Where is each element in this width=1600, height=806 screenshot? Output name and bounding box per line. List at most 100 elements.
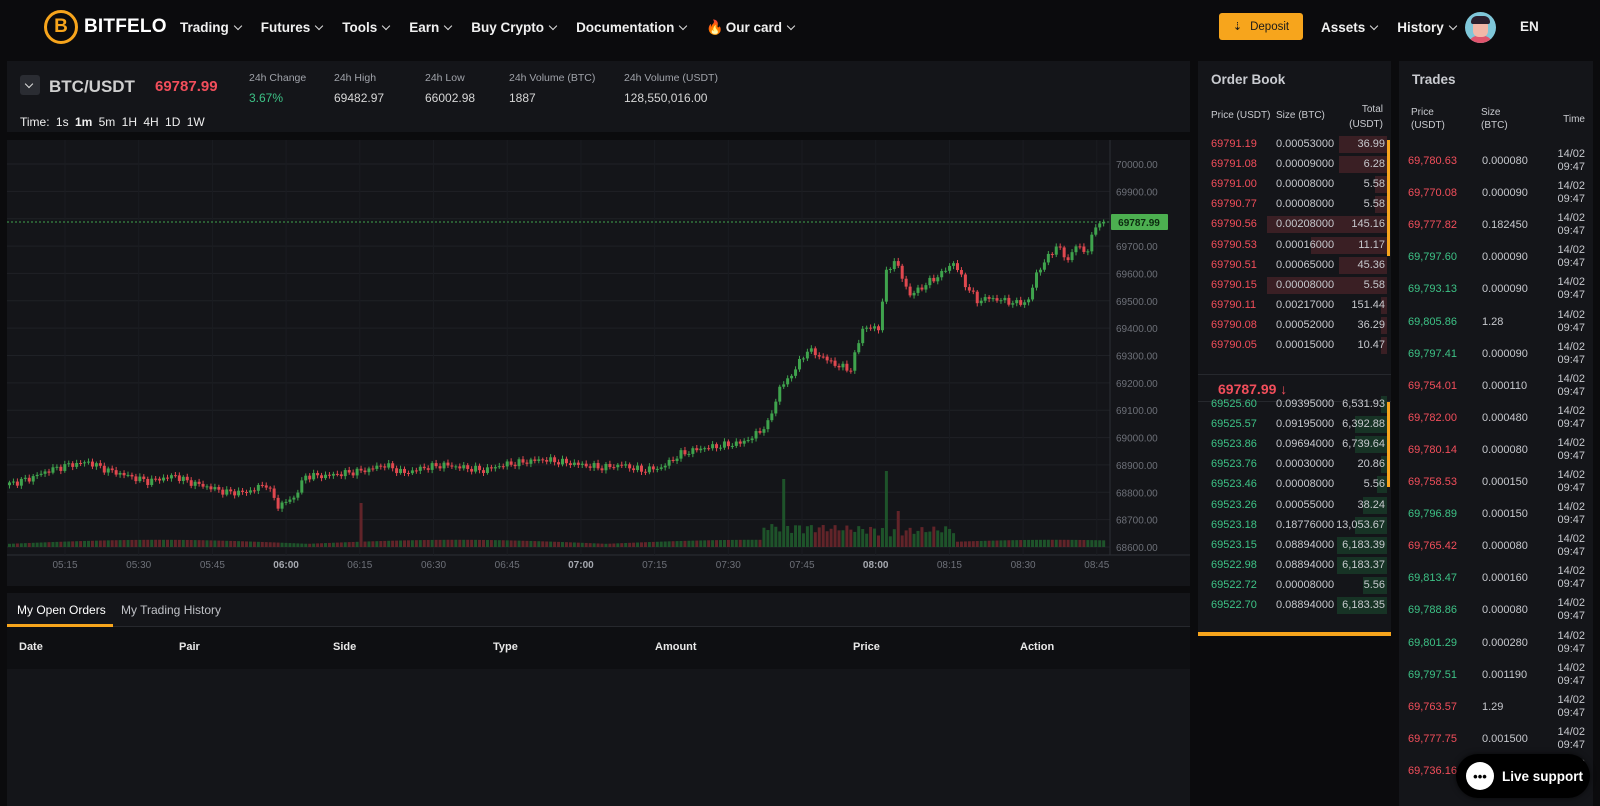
ob-ask-row[interactable]: 69791.00 0.00008000 5.58 (1198, 175, 1391, 195)
col-action[interactable]: Action (1020, 641, 1055, 653)
trade-row[interactable]: 69,801.29 0.000280 14/02 09:47 (1399, 627, 1593, 659)
deposit-button[interactable]: ⇣ Deposit (1219, 13, 1303, 40)
trade-row[interactable]: 69,782.00 0.000480 14/02 09:47 (1399, 402, 1593, 434)
nav-buy-crypto[interactable]: Buy Crypto (471, 20, 558, 35)
trade-row[interactable]: 69,754.01 0.000110 14/02 09:47 (1399, 370, 1593, 402)
nav-tools[interactable]: Tools (342, 20, 391, 35)
candle-body (821, 356, 825, 358)
ob-ask-row[interactable]: 69790.56 0.00208000 145.16 (1198, 215, 1391, 235)
trade-row[interactable]: 69,793.13 0.000090 14/02 09:47 (1399, 273, 1593, 305)
volume-bar (248, 541, 252, 547)
tab-my-trading-history[interactable]: My Trading History (121, 603, 222, 617)
col-type[interactable]: Type (493, 641, 518, 653)
live-support-button[interactable]: ••• Live support (1456, 754, 1590, 798)
col-date[interactable]: Date (19, 641, 43, 653)
nav-our-card[interactable]: 🔥 Our card (706, 19, 796, 36)
trade-row[interactable]: 69,796.89 0.000150 14/02 09:47 (1399, 498, 1593, 530)
asks-scrollbar[interactable] (1387, 140, 1390, 256)
ob-bid-row[interactable]: 69523.76 0.00030000 20.86 (1198, 455, 1391, 475)
candle-body (734, 441, 738, 446)
trade-row[interactable]: 69,805.86 1.28 14/02 09:47 (1399, 306, 1593, 338)
bids-scrollbar[interactable] (1387, 402, 1390, 487)
ob-bid-row[interactable]: 69525.57 0.09195000 6,392.88 (1198, 415, 1391, 435)
ob-ask-row[interactable]: 69790.05 0.00015000 10.47 (1198, 336, 1391, 356)
interval-1d[interactable]: 1D (165, 115, 181, 129)
interval-1w[interactable]: 1W (186, 115, 205, 129)
volume-bar (462, 539, 466, 547)
chevron-down-icon (24, 79, 34, 89)
pair-dropdown-button[interactable] (20, 75, 40, 95)
price-chart[interactable]: 70000.0069900.0069800.0069700.0069600.00… (7, 140, 1190, 586)
trade-row[interactable]: 69,797.41 0.000090 14/02 09:47 (1399, 338, 1593, 370)
volume-bar (1066, 539, 1070, 547)
brand-logo[interactable]: B BITFELO (44, 10, 167, 44)
volume-bar (209, 540, 213, 547)
ob-bid-row[interactable]: 69523.15 0.08894000 6,183.39 (1198, 536, 1391, 556)
interval-1h[interactable]: 1H (121, 115, 137, 129)
nav-earn[interactable]: Earn (409, 20, 453, 35)
ob-bid-row[interactable]: 69523.26 0.00055000 38.24 (1198, 496, 1391, 516)
trade-row[interactable]: 69,788.86 0.000080 14/02 09:47 (1399, 594, 1593, 626)
trade-row[interactable]: 69,797.51 0.001190 14/02 09:47 (1399, 659, 1593, 691)
trade-price: 69,801.29 (1408, 636, 1457, 649)
ob-bid-row[interactable]: 69522.98 0.08894000 6,183.37 (1198, 556, 1391, 576)
pair-name[interactable]: BTC/USDT (49, 77, 135, 96)
ob-bid-row[interactable]: 69525.60 0.09395000 6,531.93 (1198, 395, 1391, 415)
nav-history[interactable]: History (1397, 20, 1458, 35)
nav-trading[interactable]: Trading (180, 20, 243, 35)
candlestick-chart[interactable]: 70000.0069900.0069800.0069700.0069600.00… (7, 140, 1190, 586)
interval-5m[interactable]: 5m (98, 115, 116, 129)
x-tick-label: 07:30 (716, 560, 741, 571)
interval-1m[interactable]: 1m (74, 115, 93, 129)
trade-row[interactable]: 69,813.47 0.000160 14/02 09:47 (1399, 562, 1593, 594)
interval-4h[interactable]: 4H (143, 115, 159, 129)
ob-ask-row[interactable]: 69791.19 0.00053000 36.99 (1198, 135, 1391, 155)
volume-bar (1062, 539, 1066, 547)
volume-bar (529, 540, 533, 547)
ob-ask-row[interactable]: 69790.08 0.00052000 36.29 (1198, 316, 1391, 336)
nav-documentation[interactable]: Documentation (576, 20, 688, 35)
trade-size: 0.000090 (1482, 187, 1528, 200)
volume-bar (450, 539, 454, 547)
tab-my-open-orders[interactable]: My Open Orders (17, 603, 106, 617)
trade-time-text: 09:47 (1557, 161, 1585, 173)
ob-bid-row[interactable]: 69523.86 0.09694000 6,739.64 (1198, 435, 1391, 455)
volume-bar (920, 527, 924, 547)
nav-futures[interactable]: Futures (261, 20, 324, 35)
ob-ask-row[interactable]: 69790.15 0.00008000 5.58 (1198, 276, 1391, 296)
trade-row[interactable]: 69,758.53 0.000150 14/02 09:47 (1399, 466, 1593, 498)
ob-bid-row[interactable]: 69522.72 0.00008000 5.56 (1198, 576, 1391, 596)
interval-1s[interactable]: 1s (55, 115, 69, 129)
col-price[interactable]: Price (853, 641, 880, 653)
volume-bar (711, 540, 715, 547)
trade-row[interactable]: 69,765.42 0.000080 14/02 09:47 (1399, 530, 1593, 562)
trade-row[interactable]: 69,777.82 0.182450 14/02 09:47 (1399, 209, 1593, 241)
ob-ask-row[interactable]: 69790.53 0.00016000 11.17 (1198, 236, 1391, 256)
col-amount[interactable]: Amount (655, 641, 697, 653)
ob-ask-row[interactable]: 69791.08 0.00009000 6.28 (1198, 155, 1391, 175)
nav-assets[interactable]: Assets (1321, 20, 1379, 35)
trade-row[interactable]: 69,780.63 0.000080 14/02 09:47 (1399, 145, 1593, 177)
col-pair[interactable]: Pair (179, 641, 200, 653)
user-avatar[interactable] (1465, 12, 1496, 43)
candle-body (241, 490, 245, 492)
trade-row[interactable]: 69,763.57 1.29 14/02 09:47 (1399, 691, 1593, 723)
ob-bid-row[interactable]: 69523.18 0.18776000 13,053.67 (1198, 516, 1391, 536)
trade-row[interactable]: 69,797.60 0.000090 14/02 09:47 (1399, 241, 1593, 273)
volume-bar (952, 533, 956, 547)
volume-bar (979, 540, 983, 547)
ask-price: 69791.00 (1211, 178, 1257, 191)
ob-ask-row[interactable]: 69790.77 0.00008000 5.58 (1198, 195, 1391, 215)
ob-bid-row[interactable]: 69522.70 0.08894000 6,183.35 (1198, 596, 1391, 616)
ob-bid-row[interactable]: 69523.46 0.00008000 5.56 (1198, 475, 1391, 495)
trade-row[interactable]: 69,777.75 0.001500 14/02 09:47 (1399, 723, 1593, 755)
ob-ask-row[interactable]: 69790.11 0.00217000 151.44 (1198, 296, 1391, 316)
volume-bar (466, 539, 470, 547)
candle-body (114, 470, 118, 475)
trade-row[interactable]: 69,780.14 0.000080 14/02 09:47 (1399, 434, 1593, 466)
col-side[interactable]: Side (333, 641, 357, 653)
trade-row[interactable]: 69,770.08 0.000090 14/02 09:47 (1399, 177, 1593, 209)
language-selector[interactable]: EN (1520, 19, 1539, 34)
ob-ask-row[interactable]: 69790.51 0.00065000 45.36 (1198, 256, 1391, 276)
volume-bar (410, 540, 414, 547)
